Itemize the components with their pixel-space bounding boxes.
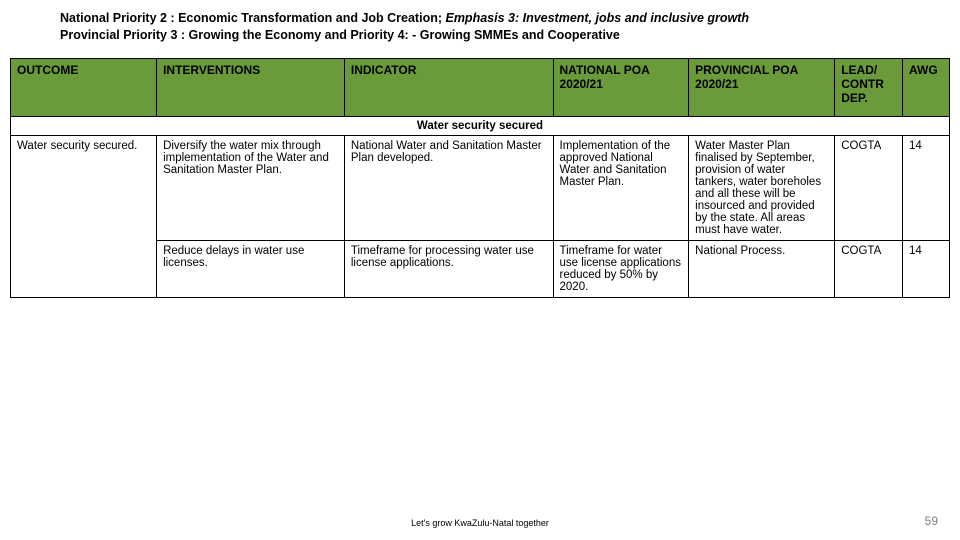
cell-lead: COGTA: [835, 135, 903, 240]
page-number: 59: [925, 514, 938, 528]
section-title-cell: Water security secured: [11, 116, 950, 135]
cell-indicator: National Water and Sanitation Master Pla…: [344, 135, 553, 240]
slide-heading: National Priority 2 : Economic Transform…: [0, 10, 960, 52]
cell-intervention: Diversify the water mix through implemen…: [157, 135, 345, 240]
col-lead-dep: LEAD/ CONTR DEP.: [835, 58, 903, 116]
col-provincial-poa: PROVINCIAL POA 2020/21: [689, 58, 835, 116]
heading-line1-emphasis: Emphasis 3: Investment, jobs and inclusi…: [445, 11, 749, 25]
footer-text: Let's grow KwaZulu-Natal together: [0, 518, 960, 528]
heading-line1-prefix: National Priority 2 : Economic Transform…: [60, 11, 445, 25]
cell-lead: COGTA: [835, 240, 903, 297]
cell-indicator: Timeframe for processing water use licen…: [344, 240, 553, 297]
slide: National Priority 2 : Economic Transform…: [0, 0, 960, 540]
col-awg: AWG: [903, 58, 950, 116]
section-title-row: Water security secured: [11, 116, 950, 135]
col-national-poa: NATIONAL POA 2020/21: [553, 58, 689, 116]
cell-outcome: Water security secured.: [11, 135, 157, 297]
cell-awg: 14: [903, 135, 950, 240]
col-interventions: INTERVENTIONS: [157, 58, 345, 116]
cell-provincial: National Process.: [689, 240, 835, 297]
table-row: Water security secured. Diversify the wa…: [11, 135, 950, 240]
cell-provincial: Water Master Plan finalised by September…: [689, 135, 835, 240]
cell-awg: 14: [903, 240, 950, 297]
cell-intervention: Reduce delays in water use licenses.: [157, 240, 345, 297]
col-indicator: INDICATOR: [344, 58, 553, 116]
priorities-table: OUTCOME INTERVENTIONS INDICATOR NATIONAL…: [10, 58, 950, 298]
col-outcome: OUTCOME: [11, 58, 157, 116]
cell-national: Timeframe for water use license applicat…: [553, 240, 689, 297]
cell-national: Implementation of the approved National …: [553, 135, 689, 240]
heading-line2: Provincial Priority 3 : Growing the Econ…: [60, 28, 620, 42]
table-header-row: OUTCOME INTERVENTIONS INDICATOR NATIONAL…: [11, 58, 950, 116]
